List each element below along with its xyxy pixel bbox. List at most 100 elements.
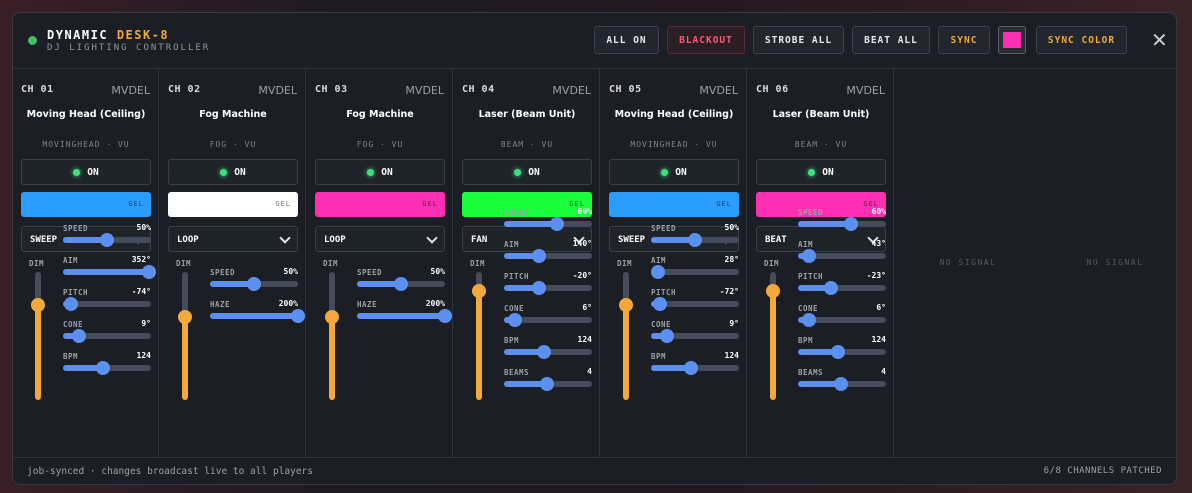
channel-on-toggle[interactable]: ON [756, 159, 886, 185]
strobe-all-button[interactable]: STROBE ALL [753, 26, 844, 54]
aim-slider-knob[interactable] [142, 265, 157, 279]
speed-slider-knob[interactable] [394, 277, 408, 291]
speed-slider[interactable] [798, 217, 886, 231]
channel-strip: CH 05 MVDEL Moving Head (Ceiling) MOVINGHEA… [601, 69, 747, 457]
pitch-slider[interactable] [651, 297, 739, 311]
speed-slider[interactable] [63, 233, 151, 247]
cone-slider[interactable] [63, 329, 151, 343]
cone-slider[interactable] [651, 329, 739, 343]
speed-slider[interactable] [210, 277, 298, 291]
bpm-slider-knob[interactable] [684, 361, 699, 375]
bpm-slider[interactable] [651, 361, 739, 375]
speed-label: SPEED [210, 268, 236, 277]
gel-color-button[interactable]: GEL [168, 192, 298, 217]
gel-color-button[interactable]: GEL [315, 192, 445, 217]
channel-on-toggle[interactable]: ON [315, 159, 445, 185]
cone-slider-knob[interactable] [801, 313, 816, 327]
cone-value: 6° [582, 303, 592, 312]
bpm-slider-knob[interactable] [537, 345, 552, 359]
dim-fader[interactable] [766, 272, 780, 400]
mode-select[interactable]: BEAT [756, 226, 886, 252]
gel-color-button[interactable]: GEL [756, 192, 886, 217]
dim-fader[interactable] [178, 272, 192, 400]
aim-slider-knob[interactable] [651, 265, 666, 279]
speed-slider-knob[interactable] [843, 217, 858, 231]
pitch-slider-knob[interactable] [652, 297, 667, 311]
beams-slider[interactable] [798, 377, 886, 391]
speed-slider-knob[interactable] [100, 233, 114, 247]
haze-slider[interactable] [210, 309, 305, 323]
bpm-slider-knob[interactable] [831, 345, 846, 359]
bpm-slider-fill [798, 349, 839, 355]
bpm-slider[interactable] [798, 345, 886, 359]
fixture-type: FOG · VU [209, 140, 257, 149]
dim-fader[interactable] [619, 272, 633, 400]
on-label: ON [234, 166, 246, 178]
gel-color-button[interactable]: GEL [609, 192, 739, 217]
channel-on-toggle[interactable]: ON [21, 159, 151, 185]
speed-label: SPEED [63, 224, 89, 233]
blackout-button[interactable]: BLACKOUT [667, 26, 745, 54]
dim-fader-knob[interactable] [472, 284, 486, 299]
cone-slider-knob[interactable] [507, 313, 522, 327]
pitch-value: -74° [131, 287, 151, 296]
beat-all-button[interactable]: BEAT ALL [852, 26, 930, 54]
aim-slider[interactable] [798, 249, 886, 263]
haze-slider-knob[interactable] [438, 309, 452, 323]
aim-slider-knob[interactable] [801, 249, 816, 263]
cone-slider-knob[interactable] [659, 329, 674, 343]
pitch-slider-knob[interactable] [824, 281, 839, 295]
dim-fader[interactable] [472, 272, 486, 400]
dim-fader-knob[interactable] [766, 284, 780, 299]
beams-slider[interactable] [504, 377, 592, 391]
aim-slider[interactable] [504, 249, 592, 263]
mode-select[interactable]: LOOP [315, 226, 445, 252]
all-on-button[interactable]: ALL ON [594, 26, 659, 54]
sync-color-swatch[interactable] [998, 26, 1026, 54]
gel-color-button[interactable]: GEL [462, 192, 592, 217]
sync-button[interactable]: SYNC [938, 26, 990, 54]
beams-slider-knob[interactable] [540, 377, 555, 391]
pitch-slider[interactable] [504, 281, 592, 295]
bpm-slider[interactable] [504, 345, 592, 359]
aim-slider[interactable] [63, 265, 157, 279]
pitch-label: PITCH [651, 288, 677, 297]
pitch-slider[interactable] [798, 281, 886, 295]
dim-fader-knob[interactable] [31, 298, 45, 313]
speed-slider-knob[interactable] [688, 233, 702, 247]
dim-fader-knob[interactable] [619, 298, 633, 313]
speed-slider[interactable] [651, 233, 739, 247]
pitch-slider[interactable] [63, 297, 151, 311]
dim-fader-knob[interactable] [178, 309, 192, 324]
aim-value: 43° [871, 239, 886, 248]
pitch-slider-knob[interactable] [532, 281, 547, 295]
dim-fader-knob[interactable] [325, 309, 339, 324]
aim-slider-knob[interactable] [532, 249, 547, 263]
speed-slider-knob[interactable] [549, 217, 564, 231]
cone-slider[interactable] [504, 313, 592, 327]
dim-fader[interactable] [31, 272, 45, 400]
beams-slider-knob[interactable] [834, 377, 849, 391]
mode-select[interactable]: LOOP [168, 226, 298, 252]
bpm-slider-knob[interactable] [96, 361, 111, 375]
channel-on-toggle[interactable]: ON [168, 159, 298, 185]
speed-slider[interactable] [504, 217, 592, 231]
channel-number: CH 04 [462, 84, 495, 95]
cone-slider-knob[interactable] [71, 329, 86, 343]
haze-slider[interactable] [357, 309, 452, 323]
sync-color-button[interactable]: SYNC COLOR [1036, 26, 1127, 54]
bpm-slider[interactable] [63, 361, 151, 375]
cone-slider[interactable] [798, 313, 886, 327]
dim-fader[interactable] [325, 272, 339, 400]
haze-slider-knob[interactable] [291, 309, 305, 323]
aim-slider[interactable] [651, 265, 739, 279]
channel-on-toggle[interactable]: ON [609, 159, 739, 185]
gel-color-button[interactable]: GEL [21, 192, 151, 217]
speed-slider-knob[interactable] [247, 277, 261, 291]
speed-slider[interactable] [357, 277, 445, 291]
channel-on-toggle[interactable]: ON [462, 159, 592, 185]
speed-value: 50% [724, 223, 739, 232]
pitch-value: -72° [719, 287, 739, 296]
close-icon[interactable]: ✕ [1151, 28, 1168, 52]
pitch-slider-knob[interactable] [63, 297, 78, 311]
